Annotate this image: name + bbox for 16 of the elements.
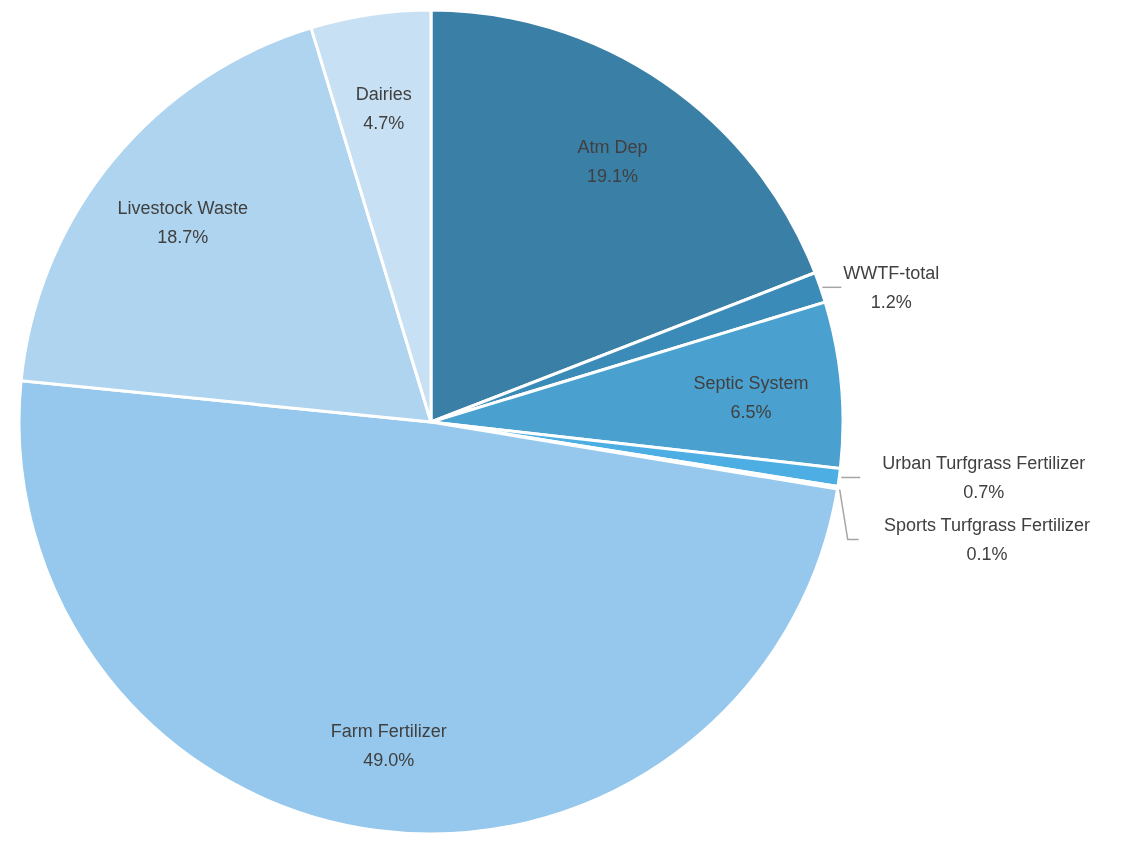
data-label: 19.1%: [586, 165, 638, 186]
data-label: 0.1%: [966, 544, 1008, 565]
slice-label: Sports Turfgrass Fertilizer: [883, 515, 1090, 536]
slice-label: WWTF-total: [843, 263, 940, 284]
slice-label: Atm Dep: [577, 136, 648, 157]
data-label: 49.0%: [363, 749, 415, 770]
data-label: 18.7%: [157, 226, 209, 247]
slice-label: Urban Turfgrass Fertilizer: [882, 453, 1086, 474]
slice-label: Septic System: [693, 372, 809, 393]
data-label: 1.2%: [870, 292, 912, 313]
slice-label: Farm Fertilizer: [330, 720, 447, 741]
data-label: 4.7%: [363, 113, 405, 134]
data-label: 0.7%: [963, 482, 1005, 503]
slice-label: Dairies: [355, 84, 412, 105]
data-label: 6.5%: [730, 401, 772, 422]
slice-label: Livestock Waste: [117, 197, 248, 218]
